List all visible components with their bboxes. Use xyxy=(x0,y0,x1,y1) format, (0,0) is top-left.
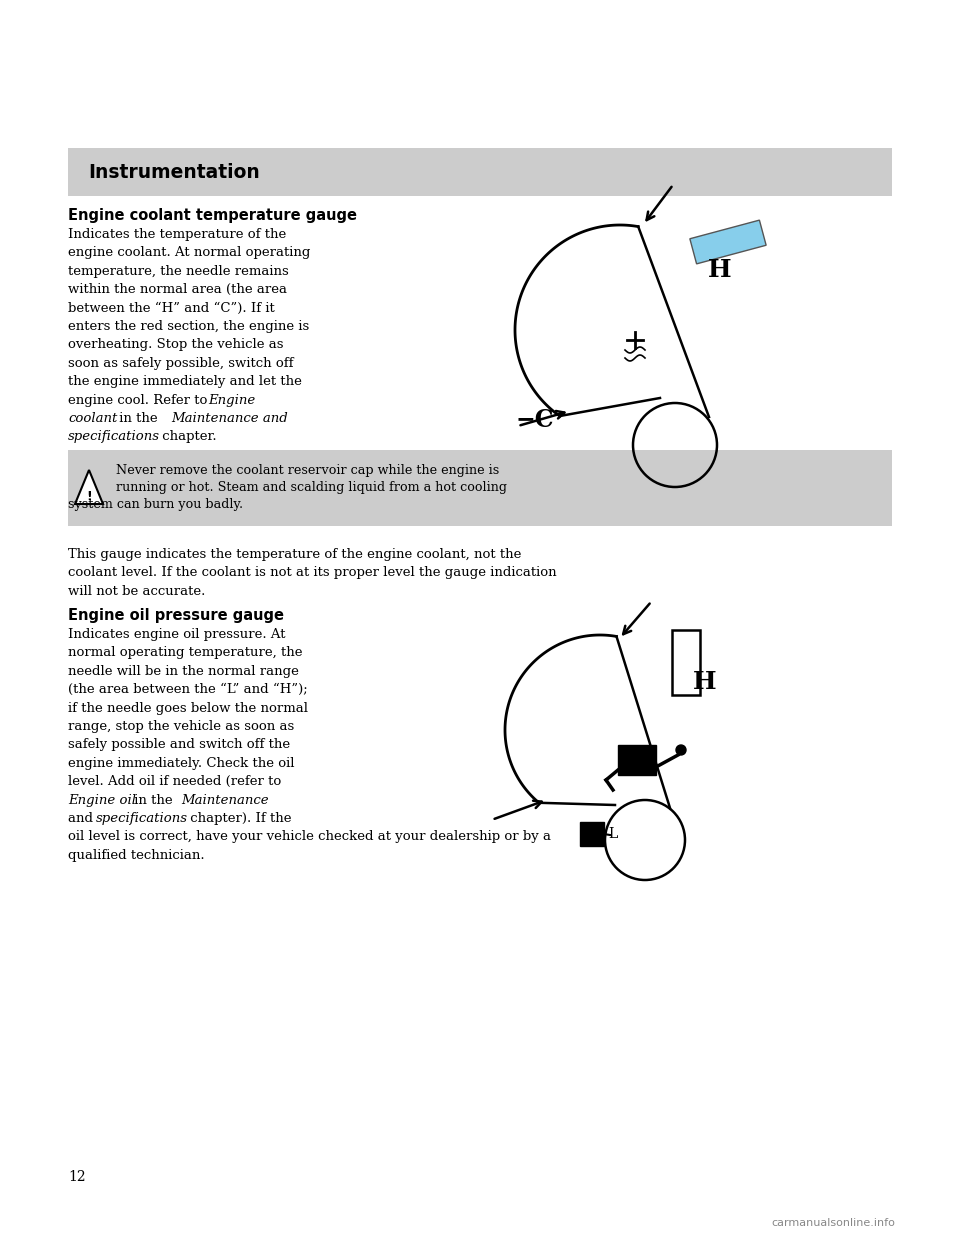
FancyBboxPatch shape xyxy=(690,220,766,263)
Text: qualified technician.: qualified technician. xyxy=(68,848,204,862)
Text: specifications: specifications xyxy=(68,431,160,443)
Text: L: L xyxy=(608,827,617,841)
Text: This gauge indicates the temperature of the engine coolant, not the: This gauge indicates the temperature of … xyxy=(68,548,521,561)
Text: coolant level. If the coolant is not at its proper level the gauge indication: coolant level. If the coolant is not at … xyxy=(68,566,557,580)
Text: carmanualsonline.info: carmanualsonline.info xyxy=(771,1218,895,1228)
Text: between the “H” and “C”). If it: between the “H” and “C”). If it xyxy=(68,302,275,314)
Text: −C: −C xyxy=(515,409,554,432)
Text: (the area between the “L” and “H”);: (the area between the “L” and “H”); xyxy=(68,683,308,697)
Text: chapter). If the: chapter). If the xyxy=(186,812,292,825)
Text: coolant: coolant xyxy=(68,412,117,425)
Text: will not be accurate.: will not be accurate. xyxy=(68,585,205,597)
Text: enters the red section, the engine is: enters the red section, the engine is xyxy=(68,320,309,333)
Text: Indicates the temperature of the: Indicates the temperature of the xyxy=(68,229,286,241)
Polygon shape xyxy=(75,469,103,504)
Circle shape xyxy=(676,745,686,755)
Text: Maintenance and: Maintenance and xyxy=(171,412,288,425)
Text: temperature, the needle remains: temperature, the needle remains xyxy=(68,265,289,278)
Text: within the normal area (the area: within the normal area (the area xyxy=(68,283,287,296)
Text: in the: in the xyxy=(130,794,177,806)
Text: oil level is correct, have your vehicle checked at your dealership or by a: oil level is correct, have your vehicle … xyxy=(68,831,551,843)
Text: !: ! xyxy=(86,489,92,503)
FancyBboxPatch shape xyxy=(68,148,892,196)
Text: level. Add oil if needed (refer to: level. Add oil if needed (refer to xyxy=(68,775,281,789)
Text: range, stop the vehicle as soon as: range, stop the vehicle as soon as xyxy=(68,720,295,733)
Text: Engine oil pressure gauge: Engine oil pressure gauge xyxy=(68,609,284,623)
Text: H: H xyxy=(708,258,732,282)
Text: engine coolant. At normal operating: engine coolant. At normal operating xyxy=(68,246,310,260)
Text: running or hot. Steam and scalding liquid from a hot cooling: running or hot. Steam and scalding liqui… xyxy=(116,481,507,494)
Text: Engine coolant temperature gauge: Engine coolant temperature gauge xyxy=(68,207,357,224)
Text: safely possible and switch off the: safely possible and switch off the xyxy=(68,739,290,751)
FancyBboxPatch shape xyxy=(580,822,604,846)
Text: Never remove the coolant reservoir cap while the engine is: Never remove the coolant reservoir cap w… xyxy=(116,465,499,477)
Text: and: and xyxy=(68,812,97,825)
Text: the engine immediately and let the: the engine immediately and let the xyxy=(68,375,301,389)
Text: Instrumentation: Instrumentation xyxy=(88,163,260,181)
Text: H: H xyxy=(693,669,717,694)
Text: in the: in the xyxy=(115,412,162,425)
Text: Engine: Engine xyxy=(208,394,255,406)
Text: chapter.: chapter. xyxy=(158,431,217,443)
Text: Maintenance: Maintenance xyxy=(181,794,269,806)
Text: engine cool. Refer to: engine cool. Refer to xyxy=(68,394,211,406)
Text: specifications: specifications xyxy=(96,812,188,825)
Text: overheating. Stop the vehicle as: overheating. Stop the vehicle as xyxy=(68,338,283,351)
Text: soon as safely possible, switch off: soon as safely possible, switch off xyxy=(68,356,294,370)
FancyBboxPatch shape xyxy=(618,745,656,775)
Text: normal operating temperature, the: normal operating temperature, the xyxy=(68,646,302,660)
Text: 12: 12 xyxy=(68,1170,85,1184)
Text: needle will be in the normal range: needle will be in the normal range xyxy=(68,664,299,678)
Text: engine immediately. Check the oil: engine immediately. Check the oil xyxy=(68,756,295,770)
Text: Indicates engine oil pressure. At: Indicates engine oil pressure. At xyxy=(68,628,285,641)
FancyBboxPatch shape xyxy=(672,630,700,696)
Text: Engine oil: Engine oil xyxy=(68,794,136,806)
FancyBboxPatch shape xyxy=(68,450,892,527)
Text: system can burn you badly.: system can burn you badly. xyxy=(68,498,243,510)
Text: if the needle goes below the normal: if the needle goes below the normal xyxy=(68,702,308,714)
